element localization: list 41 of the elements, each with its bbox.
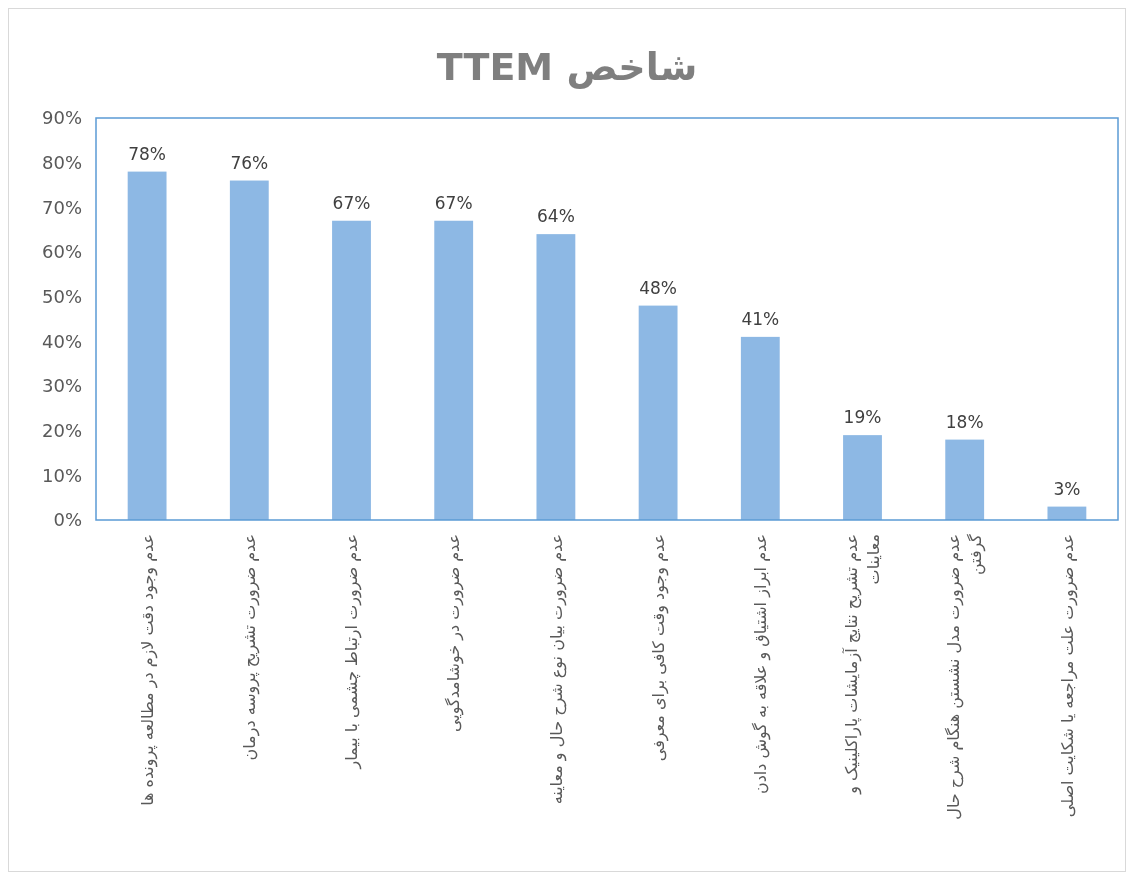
- data-label: 78%: [128, 143, 166, 164]
- x-tick-label: عدم ابراز اشتیاق و علاقه به گوش دادن: [750, 534, 771, 795]
- data-label: 48%: [639, 277, 677, 298]
- bar: [127, 171, 167, 520]
- data-label: 64%: [537, 206, 575, 227]
- y-tick-label: 40%: [41, 330, 82, 352]
- bar: [945, 439, 985, 520]
- y-tick-label: 60%: [41, 241, 82, 263]
- y-tick-label: 20%: [41, 419, 82, 441]
- y-tick-label: 50%: [41, 285, 82, 307]
- data-label: 76%: [230, 152, 269, 173]
- chart-title: شاخص TTEM: [436, 45, 698, 89]
- y-tick-label: 90%: [41, 107, 82, 129]
- y-tick-label: 10%: [41, 464, 82, 486]
- bar: [638, 305, 678, 520]
- y-tick-label: 70%: [41, 196, 82, 218]
- bar: [1047, 506, 1087, 520]
- y-tick-label: 0%: [53, 509, 82, 531]
- x-tick-label: عدم ضرورت ارتباط چشمی با بیمار: [342, 534, 363, 770]
- x-tick-label: عدم وجود دقت لازم در مطالعه پرونده ها: [137, 534, 158, 806]
- x-tick-label: عدم وجود وقت کافی برای معرفی: [648, 534, 669, 762]
- bar: [229, 180, 269, 520]
- bar: [740, 336, 780, 520]
- bar: [332, 220, 371, 520]
- x-tick-label: عدم ضرورت علت مراجعه یا شکایت اصلی: [1057, 534, 1078, 818]
- x-tick-label: عدم تشریح نتایج آزمایشات پاراکلینیک و معاینات: [842, 534, 884, 795]
- bar: [843, 435, 882, 520]
- x-tick-label: عدم ضرورت بیان نوع شرح حال و معاینه: [546, 534, 567, 805]
- x-tick-label: عدم ضرورت مدل نشستن هنگام شرح حال گرفتن: [944, 533, 987, 820]
- data-label: 41%: [741, 308, 780, 329]
- data-label: 67%: [434, 192, 473, 213]
- x-tick-label: عدم ضرورت تشریح پروسه درمان: [239, 534, 260, 761]
- data-label: 67%: [332, 192, 371, 213]
- data-label: 19%: [843, 407, 882, 428]
- y-tick-label: 80%: [41, 151, 82, 173]
- bar: [536, 234, 576, 520]
- bar: [434, 220, 474, 520]
- y-tick-label: 30%: [41, 375, 82, 397]
- data-label: 3%: [1053, 478, 1081, 499]
- data-label: 18%: [945, 411, 984, 432]
- x-tick-label: عدم ضرورت در خوشامدگویی: [444, 534, 465, 732]
